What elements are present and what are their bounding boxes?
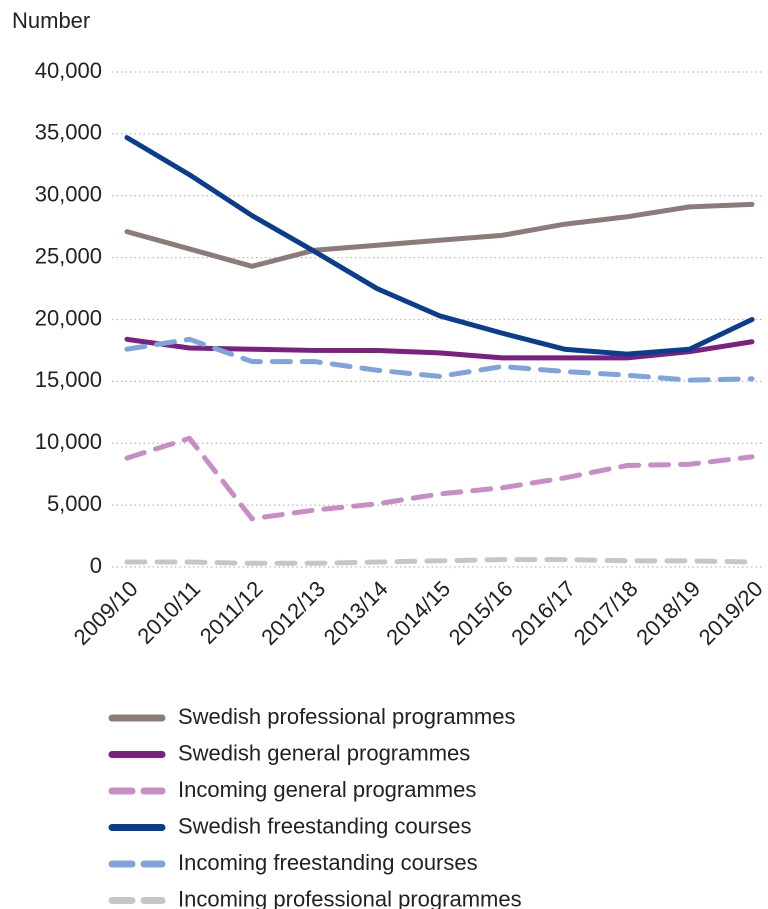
legend-label: Swedish general programmes xyxy=(178,740,470,765)
y-tick-label: 5,000 xyxy=(47,491,102,516)
y-tick-label: 15,000 xyxy=(35,367,102,392)
x-tick-label: 2016/17 xyxy=(506,576,580,650)
legend-label: Incoming general programmes xyxy=(178,777,476,802)
y-tick-label: 30,000 xyxy=(35,182,102,207)
y-tick-label: 35,000 xyxy=(35,120,102,145)
x-tick-label: 2017/18 xyxy=(569,576,643,650)
series-line xyxy=(124,201,755,269)
series-line xyxy=(124,336,755,383)
x-tick-label: 2011/12 xyxy=(195,576,268,649)
x-tick-label: 2019/20 xyxy=(694,576,768,650)
y-tick-label: 10,000 xyxy=(35,429,102,454)
x-tick-label: 2013/14 xyxy=(319,576,393,650)
x-tick-label: 2014/15 xyxy=(381,576,455,650)
y-tick-label: 0 xyxy=(90,553,102,578)
legend-label: Swedish freestanding courses xyxy=(178,813,472,838)
y-tick-label: 25,000 xyxy=(35,243,102,268)
y-tick-label: 20,000 xyxy=(35,305,102,330)
y-tick-label: 40,000 xyxy=(35,58,102,83)
series-line xyxy=(124,435,755,522)
x-tick-label: 2012/13 xyxy=(256,576,330,650)
x-tick-label: 2010/11 xyxy=(132,576,205,649)
series-line xyxy=(124,135,755,357)
x-tick-label: 2009/10 xyxy=(69,576,143,650)
series-line xyxy=(124,336,755,361)
legend-label: Swedish professional programmes xyxy=(178,704,516,729)
series-line xyxy=(124,557,755,566)
x-tick-label: 2015/16 xyxy=(444,576,518,650)
x-tick-label: 2018/19 xyxy=(631,576,705,650)
y-axis-label: Number xyxy=(12,8,90,33)
legend-label: Incoming professional programmes xyxy=(178,886,522,909)
legend-label: Incoming freestanding courses xyxy=(178,850,478,875)
